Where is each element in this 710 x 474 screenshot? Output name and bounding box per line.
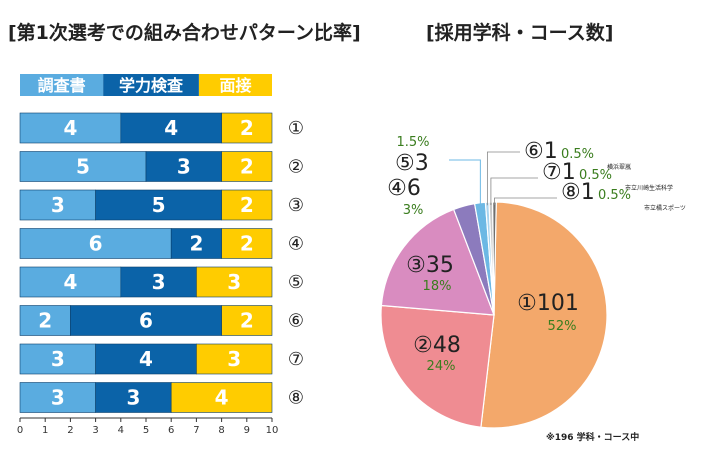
bar-label-8-1: 3 — [51, 386, 65, 410]
bar-4-3 — [221, 228, 273, 259]
bar-7-3 — [196, 343, 273, 375]
bar-label-5-3: 3 — [227, 270, 241, 294]
x-tick-label-1: 1 — [42, 425, 48, 436]
bar-label-3-2: 5 — [152, 193, 166, 217]
bar-label-3-3: 2 — [240, 193, 254, 217]
row-label-5: ⑤ — [288, 272, 304, 293]
bar-label-2-1: 5 — [76, 155, 90, 179]
bar-label-1-3: 2 — [240, 116, 254, 140]
x-tick-label-9: 9 — [244, 425, 250, 436]
bar-1-1 — [19, 112, 122, 144]
row-label-2: ② — [288, 157, 304, 178]
bar-4-1 — [19, 228, 172, 259]
bar-chart-title: [第1次選考での組み合わせパターン比率] — [8, 22, 361, 44]
bar-label-6-2: 6 — [139, 309, 153, 333]
bar-label-2-2: 3 — [177, 155, 191, 179]
pie-slice-3 — [380, 208, 495, 316]
pie-chart-title: [採用学科・コース数] — [426, 22, 614, 44]
legend-swatch-2 — [103, 74, 199, 96]
bar-label-4-2: 2 — [189, 232, 203, 256]
pie-label-8: ⑧1 — [561, 180, 595, 205]
bar-label-1-2: 4 — [164, 116, 178, 140]
row-label-6: ⑥ — [288, 311, 304, 332]
pie-pct-4: 3% — [403, 203, 424, 218]
bar-2-1 — [19, 151, 147, 182]
bar-label-4-3: 2 — [240, 232, 254, 256]
bar-1-3 — [221, 112, 273, 144]
row-label-1: ① — [288, 118, 304, 139]
pie-pct-7: 0.5% — [579, 168, 612, 183]
bar-5-1 — [19, 266, 122, 298]
pie-pct-1: 52% — [548, 319, 577, 334]
x-tick-label-10: 10 — [266, 425, 279, 436]
bar-label-8-3: 4 — [215, 386, 229, 410]
pie-label-2: ②48 — [413, 333, 461, 358]
row-label-8: ⑧ — [288, 388, 304, 409]
bar-8-2 — [95, 382, 172, 413]
bar-label-6-3: 2 — [240, 309, 254, 333]
x-tick-label-2: 2 — [67, 425, 73, 436]
bar-4-2 — [170, 228, 222, 259]
pie-pct-3: 18% — [423, 279, 452, 294]
x-tick-label-5: 5 — [143, 425, 149, 436]
bar-label-4-1: 6 — [89, 232, 103, 256]
bar-label-7-1: 3 — [51, 347, 65, 371]
pie-pct-5: 1.5% — [396, 135, 429, 150]
pie-leader-7 — [490, 177, 538, 206]
pie-leader-8 — [494, 197, 557, 206]
pie-note: ※196 学科・コース中 — [546, 431, 639, 443]
x-tick-label-0: 0 — [17, 425, 23, 436]
bar-label-7-3: 3 — [227, 347, 241, 371]
bar-label-1-1: 4 — [63, 116, 77, 140]
pie-label-6: ⑥1 — [524, 139, 558, 164]
pie-label-7: ⑦1 — [542, 160, 576, 185]
pie-label-3: ③35 — [406, 253, 454, 278]
row-label-4: ④ — [288, 234, 304, 255]
bar-label-3-1: 3 — [51, 193, 65, 217]
pie-pct-8: 0.5% — [598, 188, 631, 203]
bar-1-2 — [120, 112, 222, 144]
legend-label-1: 調査書 — [38, 76, 86, 95]
bar-3-2 — [95, 189, 222, 221]
legend-label-2: 学力検査 — [119, 76, 183, 95]
x-tick-label-3: 3 — [92, 425, 98, 436]
bar-label-2-3: 2 — [240, 155, 254, 179]
bar-7-2 — [95, 343, 197, 375]
pie-slice-2 — [380, 304, 495, 428]
pie-leader-5 — [449, 159, 481, 206]
pie-label-4: ④6 — [387, 176, 421, 201]
legend-swatch-3 — [198, 74, 272, 96]
legend-label-3: 面接 — [219, 76, 251, 95]
bar-label-5-1: 4 — [63, 270, 77, 294]
row-label-3: ③ — [288, 195, 304, 216]
bar-label-6-1: 2 — [38, 309, 52, 333]
pie-sub-6: 横浜翠嵐 — [607, 163, 631, 171]
bar-8-3 — [170, 382, 273, 413]
pie-pct-2: 24% — [427, 359, 456, 374]
bar-2-2 — [145, 151, 222, 182]
pie-leader-6 — [486, 151, 520, 206]
bar-5-3 — [196, 266, 273, 298]
bar-label-8-2: 3 — [126, 386, 140, 410]
pie-slice-1 — [480, 201, 608, 429]
bar-label-5-2: 3 — [152, 270, 166, 294]
pie-pct-6: 0.5% — [561, 147, 594, 162]
pie-label-1: ①101 — [517, 291, 579, 316]
bar-label-7-2: 4 — [139, 347, 153, 371]
x-tick-label-7: 7 — [193, 425, 199, 436]
pie-label-5: ⑤3 — [395, 151, 429, 176]
legend-swatch-1 — [20, 74, 104, 96]
row-label-7: ⑦ — [288, 349, 304, 370]
bar-6-3 — [221, 305, 273, 336]
bar-2-3 — [221, 151, 273, 182]
x-tick-label-4: 4 — [118, 425, 124, 436]
pie-sub-7: 市立川崎生活科学 — [625, 184, 673, 192]
pie-sub-8: 市立橘スポーツ — [644, 204, 686, 212]
bar-6-2 — [70, 305, 222, 336]
bar-7-1 — [19, 343, 96, 375]
x-tick-label-8: 8 — [218, 425, 224, 436]
bar-3-3 — [221, 189, 273, 221]
x-tick-label-6: 6 — [168, 425, 174, 436]
